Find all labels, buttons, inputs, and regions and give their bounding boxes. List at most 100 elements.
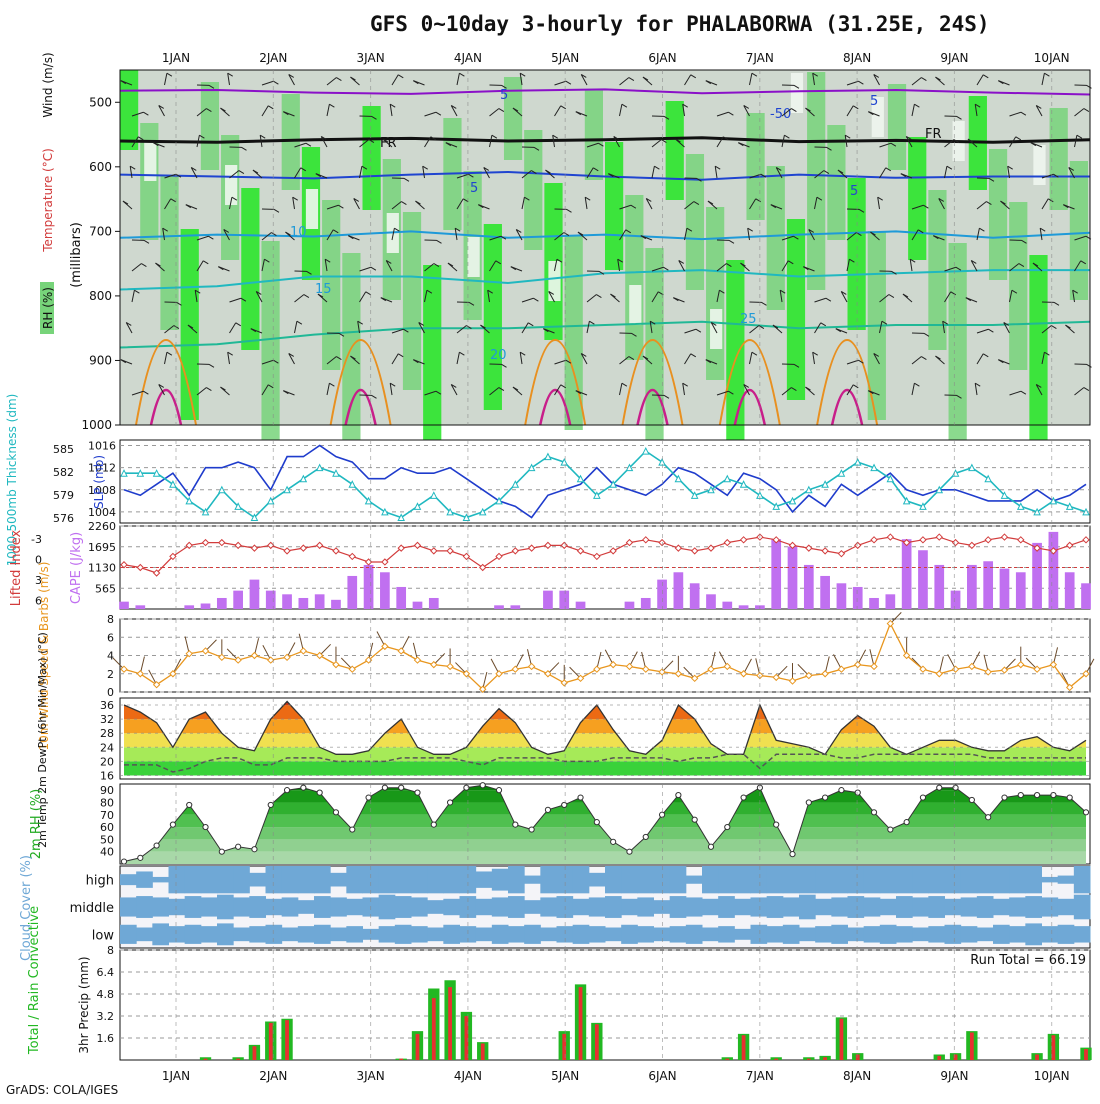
cloud-cell-low xyxy=(492,925,509,944)
wind-ytick-label: 6 xyxy=(107,631,114,644)
cloud-cell-low xyxy=(977,928,994,942)
precip-ytick-label: 4.8 xyxy=(97,988,115,1001)
cloud-cell-middle xyxy=(621,899,638,915)
rh2m-ytick-label: 90 xyxy=(100,784,114,797)
rh2m-point xyxy=(774,822,779,827)
cape-bar xyxy=(722,602,732,609)
ylabel-rh: RH (%) xyxy=(41,287,55,329)
thickness-ytick-label: 576 xyxy=(53,512,74,525)
cape-bar xyxy=(364,565,374,609)
precip-conv-bar xyxy=(856,1055,860,1061)
cloud-cell-high xyxy=(346,866,363,893)
cloud-cell-high xyxy=(573,866,590,893)
cloud-cell-middle xyxy=(718,896,735,918)
rh2m-point xyxy=(692,817,697,822)
rh-patch xyxy=(605,142,623,270)
rh2m-point xyxy=(333,810,338,815)
rh2m-point xyxy=(741,795,746,800)
rh2m-point xyxy=(252,847,257,852)
temp-ytick-label: 36 xyxy=(100,699,114,712)
cloud-cell-low xyxy=(346,926,363,942)
cloud-cell-high xyxy=(282,866,299,893)
cloud-cell-low xyxy=(1074,926,1091,942)
day-label-top: 10JAN xyxy=(1034,51,1070,65)
rh2m-point xyxy=(839,788,844,793)
lifted-ytick-label: -3 xyxy=(31,533,42,546)
rh2m-point xyxy=(138,855,143,860)
cloud-cell-middle xyxy=(637,897,654,916)
cloud-cell-low xyxy=(815,926,832,942)
day-label-top: 3JAN xyxy=(357,51,385,65)
cloud-cell-middle xyxy=(1042,897,1059,916)
cloud-cell-high xyxy=(734,866,751,893)
cloud-cell-low xyxy=(637,926,654,942)
cloud-cell-high xyxy=(427,866,444,893)
upper-ytick-label: 900 xyxy=(89,353,112,367)
cloud-cell-high xyxy=(783,866,800,893)
rh2m-band xyxy=(120,852,1090,864)
cloud-cell-middle xyxy=(330,897,347,916)
ylabel-lifted: Lifted Index xyxy=(9,529,24,606)
day-label-bottom: 7JAN xyxy=(746,1069,774,1083)
cloud-cell-middle xyxy=(945,899,962,915)
day-label-top: 8JAN xyxy=(843,51,871,65)
rh2m-point xyxy=(790,852,795,857)
cloud-cell-low xyxy=(1009,926,1026,942)
cloud-cell-high xyxy=(928,866,945,893)
cloud-cell-high xyxy=(185,866,202,893)
cloud-cell-low xyxy=(152,923,169,945)
rh2m-point xyxy=(529,827,534,832)
cape-bar xyxy=(1065,572,1075,609)
cloud-cell-middle xyxy=(152,897,169,916)
rh2m-point xyxy=(219,849,224,854)
rh2m-point xyxy=(203,824,208,829)
precip-conv-bar xyxy=(725,1059,729,1060)
cloud-cell-low xyxy=(783,925,800,944)
cloud-cell-low xyxy=(1025,923,1042,945)
cape-bar xyxy=(315,594,325,609)
ylabel-temperature: Temperature (°C) xyxy=(41,148,55,253)
cloud-cell-low xyxy=(169,926,186,942)
cloud-cell-low xyxy=(443,925,460,944)
rh2m-point xyxy=(806,800,811,805)
cloud-cell-high xyxy=(508,866,525,893)
rh2m-point xyxy=(1002,795,1007,800)
cloud-cell-low xyxy=(751,925,768,944)
rh2m-point xyxy=(937,785,942,790)
rh2m-point xyxy=(431,822,436,827)
rh2m-point xyxy=(969,797,974,802)
cloud-cell-high xyxy=(395,866,412,893)
cloud-cell-high xyxy=(718,866,735,893)
cloud-cell-low xyxy=(540,928,557,942)
day-label-top: 7JAN xyxy=(746,51,774,65)
rh2m-point xyxy=(480,783,485,788)
cape-bar xyxy=(250,580,260,609)
cloud-cell-low xyxy=(411,926,428,942)
rh2m-ytick-label: 50 xyxy=(100,833,114,846)
rh-patch xyxy=(1050,108,1068,210)
temp-ytick-label: 20 xyxy=(100,755,114,768)
cloud-cell-middle xyxy=(266,899,283,915)
cloud-cell-low xyxy=(993,925,1010,944)
ylabel-precip-type: Total / Rain Convective xyxy=(27,906,42,1055)
cape-bar xyxy=(559,591,569,609)
cloud-cell-high xyxy=(864,866,881,893)
contour-label: 20 xyxy=(490,348,507,363)
cloud-cell-middle xyxy=(282,897,299,916)
cloud-cell-low xyxy=(912,928,929,942)
cape-bar xyxy=(1081,583,1091,609)
cape-bar xyxy=(413,602,423,609)
rh2m-ytick-label: 40 xyxy=(100,846,114,859)
credit-label: GrADS: COLA/IGES xyxy=(6,1083,118,1097)
precip-conv-bar xyxy=(823,1057,827,1060)
precip-conv-bar xyxy=(840,1019,844,1060)
rh2m-ytick-label: 80 xyxy=(100,796,114,809)
precip-conv-bar xyxy=(253,1046,257,1060)
cloud-cell-high xyxy=(540,866,557,893)
cloud-cell-low xyxy=(249,926,266,942)
cloud-cell-high xyxy=(831,866,848,893)
cloud-cell-low xyxy=(734,929,751,940)
rh2m-point xyxy=(496,788,501,793)
cloud-cell-middle xyxy=(961,897,978,916)
rh-patch xyxy=(403,212,421,390)
